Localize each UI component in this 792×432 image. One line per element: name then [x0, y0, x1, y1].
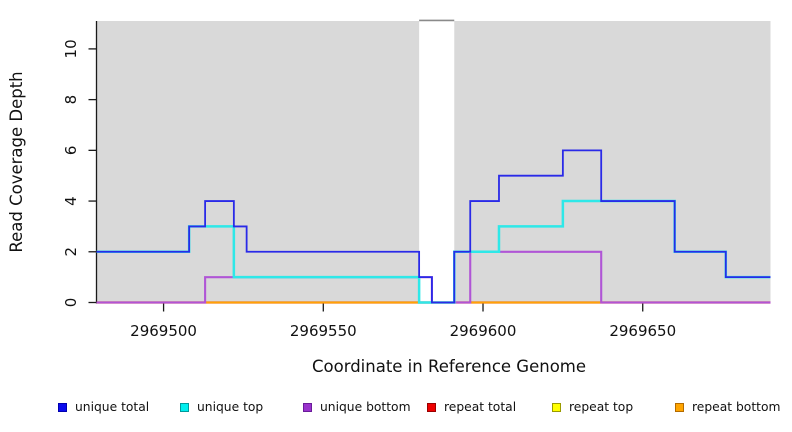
y-tick-label: 2	[62, 247, 80, 257]
y-tick-label: 4	[62, 196, 80, 206]
y-tick-label: 10	[62, 39, 80, 58]
y-axis-label: Read Coverage Depth	[7, 71, 26, 252]
x-axis-label: Coordinate in Reference Genome	[312, 357, 586, 376]
x-tick-label: 2969600	[450, 322, 517, 340]
y-tick-label: 6	[62, 146, 80, 156]
series-line-unique-total	[96, 149, 771, 304]
y-tick-label: 8	[62, 95, 80, 105]
no-data-gap	[419, 19, 455, 303]
x-tick-label: 2969500	[130, 322, 197, 340]
x-tick-label: 2969650	[609, 322, 676, 340]
y-tick-label: 0	[62, 298, 80, 308]
x-tick-label: 2969550	[290, 322, 357, 340]
